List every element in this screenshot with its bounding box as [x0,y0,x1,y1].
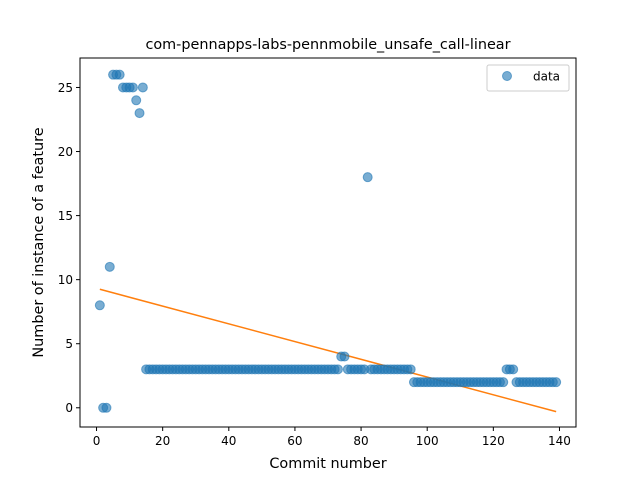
data-point [127,82,138,93]
legend-label-data: data [533,70,560,84]
x-tick-label: 80 [353,434,368,448]
data-point [101,402,112,413]
x-tick-label: 0 [93,434,101,448]
legend: data [486,64,570,92]
data-point [104,261,115,272]
y-tick-label: 15 [58,209,73,223]
x-tick-label: 20 [155,434,170,448]
y-axis-label: Number of instance of a feature [31,127,47,357]
data-point [131,95,142,106]
x-tick-label: 40 [221,434,236,448]
x-tick-label: 140 [548,434,571,448]
data-point [134,108,145,119]
x-axis: 0 20 40 60 80 100 120 140 [93,427,571,448]
points-layer [94,69,562,413]
y-tick-label: 10 [58,273,73,287]
x-tick-label: 100 [416,434,439,448]
linear-fit-line [99,288,557,413]
legend-marker-data [502,71,512,81]
data-point [114,69,125,80]
data-point [332,364,343,375]
fit-line-layer [99,288,557,413]
y-tick-label: 20 [58,145,73,159]
data-point [94,300,105,311]
data-point [498,377,509,388]
y-tick-label: 5 [65,337,73,351]
y-axis: 0 5 10 15 20 25 [58,81,80,415]
data-point [339,351,350,362]
x-tick-label: 60 [287,434,302,448]
data-point [362,172,373,183]
data-point [551,377,562,388]
data-point [405,364,416,375]
y-tick-label: 0 [65,401,73,415]
plot-frame [79,57,577,428]
chart-title: com-pennapps-labs-pennmobile_unsafe_call… [145,37,510,53]
data-point [508,364,519,375]
data-point [137,82,148,93]
x-axis-label: Commit number [269,456,386,472]
x-tick-label: 120 [482,434,505,448]
y-tick-label: 25 [58,81,73,95]
